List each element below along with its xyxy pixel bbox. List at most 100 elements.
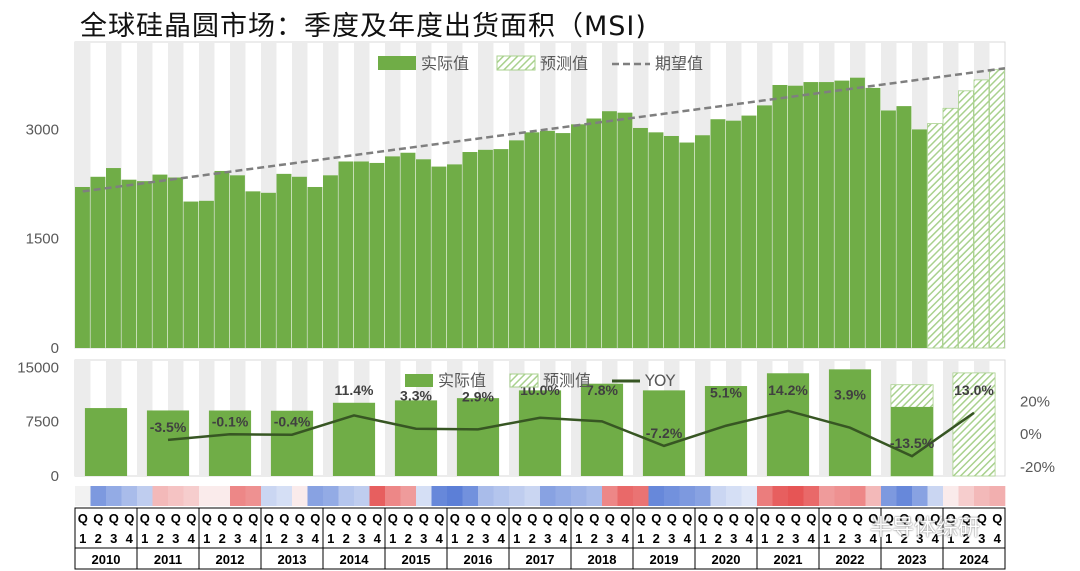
quarter-actual-bar: [400, 152, 416, 348]
year-label: 2010: [92, 552, 121, 567]
quarter-actual-bar: [912, 129, 927, 348]
quarter-actual-bar: [152, 174, 168, 348]
quarter-letter-label: Q: [946, 511, 956, 526]
quarter-actual-bar: [834, 80, 850, 348]
quarter-number-label: 3: [296, 531, 303, 546]
heat-cell: [865, 486, 882, 506]
quarter-actual-bar: [214, 170, 230, 348]
heat-cell: [323, 486, 339, 506]
annual-actual-bar: [84, 408, 128, 476]
annual-actual-bar: [456, 398, 500, 476]
quarter-letter-label: Q: [992, 511, 1002, 526]
quarter-letter-label: Q: [217, 511, 227, 526]
heat-cell: [540, 486, 556, 506]
quarter-letter-label: Q: [310, 511, 320, 526]
quarter-number-label: 2: [157, 531, 164, 546]
quarter-actual-bar: [586, 118, 602, 348]
heat-cell: [354, 486, 370, 506]
quarter-letter-label: Q: [496, 511, 506, 526]
quarter-number-label: 3: [482, 531, 489, 546]
legend2-actual-label: 实际值: [438, 371, 486, 390]
quarter-letter-label: Q: [651, 511, 661, 526]
heat-cell: [757, 486, 773, 506]
quarter-number-label: 2: [405, 531, 412, 546]
yoy-line: [167, 409, 975, 458]
heat-cell: [679, 486, 696, 506]
quarter-actual-bar: [679, 142, 695, 348]
heat-cell: [261, 486, 277, 506]
heat-cell: [338, 486, 355, 506]
year-label: 2011: [154, 552, 182, 567]
bottom-y-tick-label: 7500: [26, 414, 59, 431]
quarter-letter-label: Q: [527, 511, 537, 526]
quarter-actual-bar: [493, 149, 509, 348]
quarter-letter-label: Q: [589, 511, 599, 526]
quarter-number-label: 1: [637, 531, 644, 546]
heat-cell: [121, 486, 138, 506]
quarter-letter-label: Q: [729, 511, 739, 526]
quarter-letter-label: Q: [806, 511, 816, 526]
quarter-number-label: 4: [932, 531, 940, 546]
year-label: 2024: [960, 552, 990, 567]
heat-cell: [819, 486, 835, 506]
quarter-letter-label: Q: [636, 511, 646, 526]
year-label: 2016: [464, 552, 493, 567]
quarter-actual-bar: [354, 161, 369, 348]
quarter-number-label: 2: [591, 531, 598, 546]
quarter-number-label: 1: [761, 531, 768, 546]
heat-cell: [75, 486, 91, 506]
quarter-letter-label: Q: [357, 511, 367, 526]
yoy-data-label: 3.3%: [400, 388, 432, 404]
year-label: 2020: [712, 552, 741, 567]
quarter-number-label: 2: [281, 531, 288, 546]
annual-actual-bar: [394, 400, 438, 476]
quarter-actual-bar: [245, 191, 261, 348]
bottom-y-tick-label: 15000: [17, 359, 59, 376]
heat-cell: [385, 486, 401, 506]
quarter-number-label: 2: [777, 531, 784, 546]
quarter-actual-bar: [695, 135, 710, 348]
quarter-letter-label: Q: [930, 511, 940, 526]
quarter-number-label: 2: [839, 531, 846, 546]
heat-cell: [478, 486, 494, 506]
yoy-data-label: 2.9%: [462, 388, 494, 404]
yoy-data-label: 3.9%: [834, 387, 866, 403]
quarter-actual-bar: [416, 159, 431, 348]
legend-trend-label: 期望值: [655, 54, 703, 73]
quarter-letter-label: Q: [419, 511, 429, 526]
annual-actual-bar: [208, 410, 252, 476]
quarter-actual-bar: [447, 164, 462, 348]
quarter-letter-label: Q: [465, 511, 475, 526]
quarter-letter-label: Q: [341, 511, 351, 526]
quarter-number-label: 2: [95, 531, 102, 546]
heat-cell: [276, 486, 293, 506]
quarter-number-label: 1: [885, 531, 892, 546]
quarter-actual-bar: [772, 84, 788, 348]
quarter-actual-bar: [741, 115, 757, 348]
top-y-tick-label: 1500: [26, 231, 59, 248]
heat-cell: [90, 486, 107, 506]
heat-cell: [416, 486, 432, 506]
quarter-number-label: 3: [854, 531, 861, 546]
quarter-number-label: 1: [327, 531, 334, 546]
quarter-letter-label: Q: [186, 511, 196, 526]
quarter-number-label: 4: [498, 531, 506, 546]
quarter-letter-label: Q: [884, 511, 894, 526]
legend-actual-swatch: [378, 56, 416, 70]
top-y-tick-label: 0: [51, 340, 59, 357]
quarter-actual-bar: [307, 186, 323, 348]
quarter-number-label: 3: [792, 531, 799, 546]
yoy-data-label: 5.1%: [710, 385, 742, 401]
quarter-actual-bar: [788, 85, 803, 348]
quarter-number-label: 3: [420, 531, 427, 546]
heat-cell: [633, 486, 649, 506]
heat-cell: [214, 486, 231, 506]
quarter-number-label: 3: [730, 531, 737, 546]
heat-cell: [571, 486, 587, 506]
quarter-letter-label: Q: [558, 511, 568, 526]
quarter-letter-label: Q: [713, 511, 723, 526]
quarter-letter-label: Q: [961, 511, 971, 526]
heat-cell: [493, 486, 510, 506]
quarter-number-label: 1: [265, 531, 272, 546]
heat-cell: [199, 486, 215, 506]
